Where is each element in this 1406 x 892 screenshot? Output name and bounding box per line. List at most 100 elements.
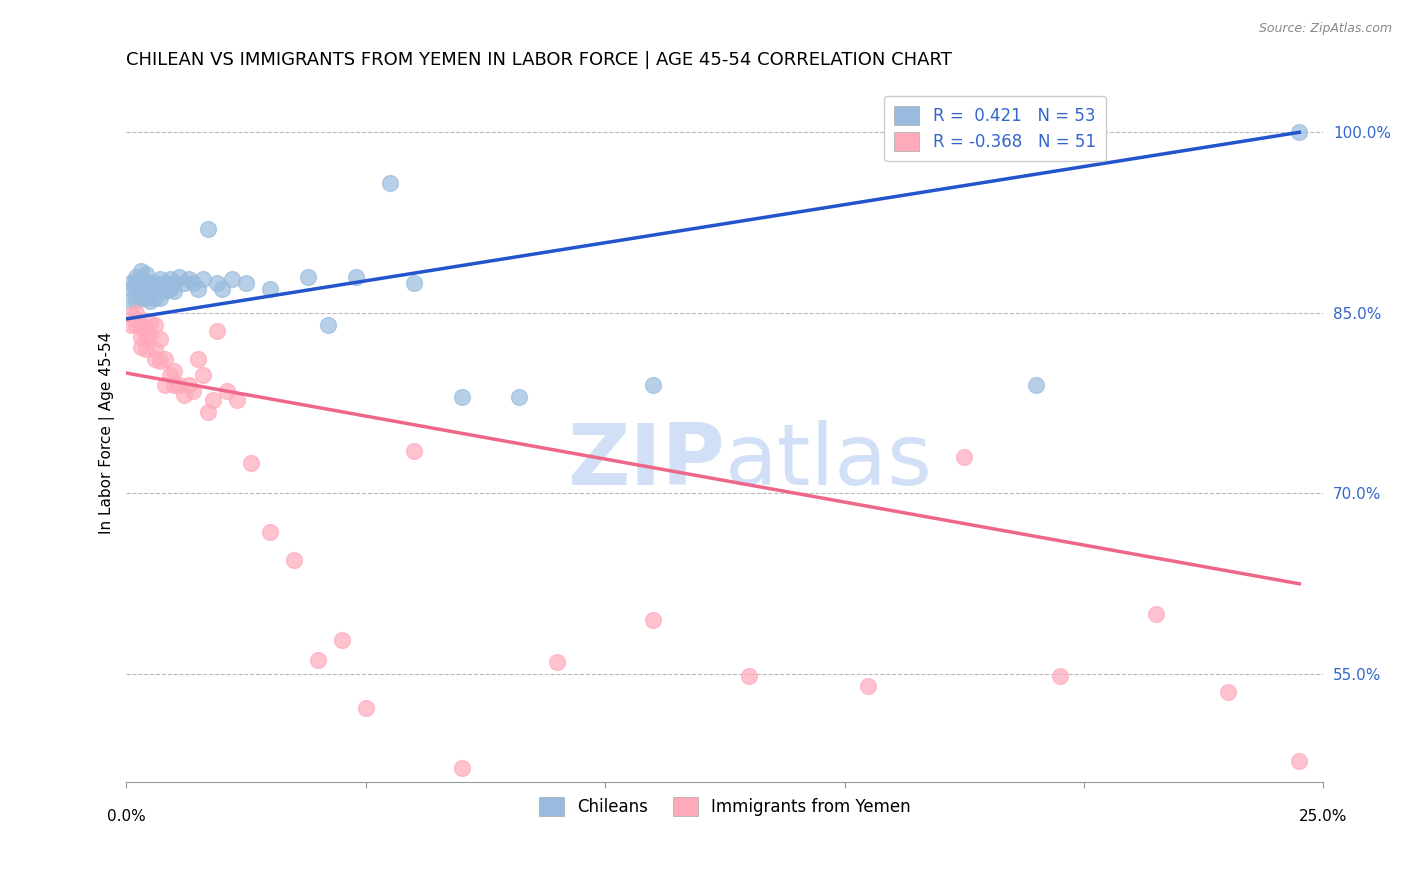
Point [330, 633, 353, 648]
Point [125, 306, 148, 320]
Point [149, 292, 172, 306]
Point [153, 378, 176, 392]
Point [207, 324, 229, 338]
Point [378, 176, 401, 190]
Point [125, 293, 148, 308]
Point [738, 669, 761, 683]
Point [197, 404, 219, 418]
Point [143, 276, 166, 290]
Point [135, 282, 157, 296]
Point [858, 679, 880, 693]
Point [1288, 754, 1310, 768]
Point [641, 613, 664, 627]
Point [191, 272, 214, 286]
Text: CHILEAN VS IMMIGRANTS FROM YEMEN IN LABOR FORCE | AGE 45-54 CORRELATION CHART: CHILEAN VS IMMIGRANTS FROM YEMEN IN LABO… [127, 51, 952, 69]
Point [450, 761, 472, 775]
Point [135, 342, 157, 356]
Point [191, 368, 214, 383]
Point [143, 318, 166, 332]
Point [177, 378, 200, 392]
Point [402, 444, 425, 458]
Point [153, 351, 176, 366]
Point [225, 392, 247, 407]
Point [173, 276, 195, 290]
Point [135, 330, 157, 344]
Point [149, 282, 172, 296]
Point [120, 308, 142, 322]
Point [239, 456, 262, 470]
Point [215, 384, 238, 398]
Point [139, 293, 162, 308]
Legend: Chileans, Immigrants from Yemen: Chileans, Immigrants from Yemen [531, 790, 918, 823]
Point [153, 276, 176, 290]
Point [183, 384, 205, 398]
Point [1144, 607, 1167, 621]
Point [129, 264, 152, 278]
Point [354, 700, 377, 714]
Point [125, 276, 148, 290]
Point [149, 272, 172, 286]
Point [139, 276, 162, 290]
Point [125, 282, 148, 296]
Point [297, 269, 319, 284]
Point [135, 292, 157, 306]
Point [120, 282, 142, 296]
Point [235, 276, 257, 290]
Point [163, 364, 186, 378]
Point [149, 354, 172, 368]
Y-axis label: In Labor Force | Age 45-54: In Labor Force | Age 45-54 [100, 332, 115, 534]
Point [135, 276, 157, 290]
Point [120, 276, 142, 290]
Point [211, 282, 233, 296]
Point [307, 652, 329, 666]
Text: atlas: atlas [725, 420, 932, 503]
Point [129, 292, 152, 306]
Text: ZIP: ZIP [567, 420, 725, 503]
Point [159, 368, 181, 383]
Point [125, 318, 148, 332]
Point [143, 342, 166, 356]
Point [163, 276, 186, 290]
Point [139, 288, 162, 302]
Point [159, 282, 181, 296]
Point [177, 272, 200, 286]
Point [129, 320, 152, 334]
Point [139, 327, 162, 342]
Point [953, 450, 976, 465]
Point [135, 320, 157, 334]
Point [163, 378, 186, 392]
Point [187, 351, 209, 366]
Point [143, 282, 166, 296]
Point [197, 221, 219, 235]
Point [139, 316, 162, 330]
Point [259, 524, 281, 539]
Point [183, 276, 205, 290]
Point [1216, 685, 1239, 699]
Text: Source: ZipAtlas.com: Source: ZipAtlas.com [1258, 22, 1392, 36]
Point [129, 272, 152, 286]
Point [159, 272, 181, 286]
Point [167, 269, 190, 284]
Point [316, 318, 339, 332]
Point [1049, 669, 1071, 683]
Point [173, 388, 195, 402]
Point [259, 282, 281, 296]
Point [283, 552, 305, 566]
Text: 0.0%: 0.0% [107, 809, 146, 824]
Point [120, 318, 142, 332]
Point [143, 292, 166, 306]
Point [450, 390, 472, 404]
Point [163, 284, 186, 298]
Point [641, 378, 664, 392]
Point [139, 282, 162, 296]
Point [149, 332, 172, 346]
Text: 25.0%: 25.0% [1299, 809, 1347, 824]
Point [207, 276, 229, 290]
Point [402, 276, 425, 290]
Point [344, 269, 367, 284]
Point [187, 282, 209, 296]
Point [129, 340, 152, 354]
Point [221, 272, 243, 286]
Point [167, 378, 190, 392]
Point [143, 351, 166, 366]
